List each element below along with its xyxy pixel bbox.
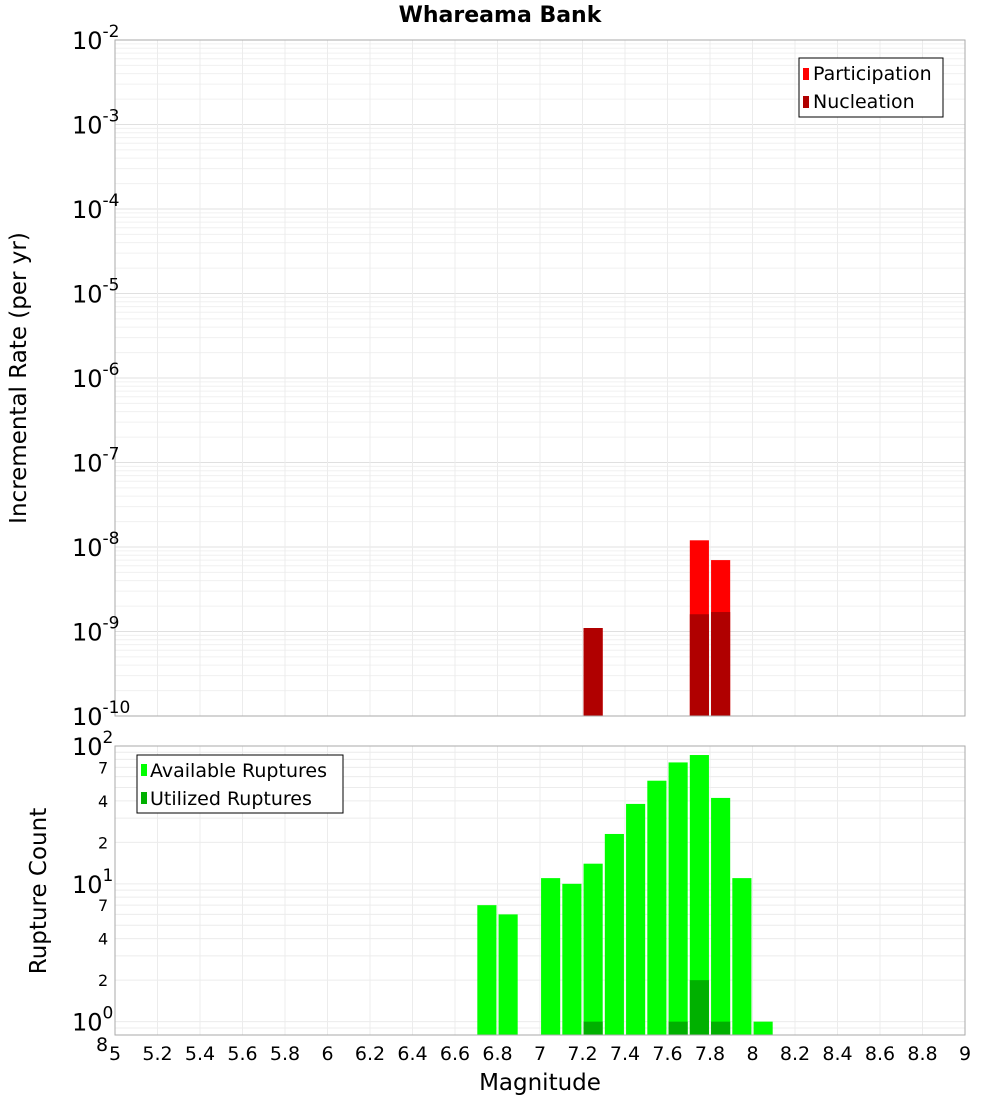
- bottom-y-tick-label: 2: [98, 971, 108, 990]
- x-tick-label: 5.6: [227, 1043, 257, 1065]
- bar-available-ruptures: [604, 833, 624, 1035]
- top-y-tick-label: 10-6: [72, 360, 120, 393]
- bottom-y-axis-label: Rupture Count: [26, 808, 52, 974]
- legend-swatch-utilized: [141, 792, 147, 804]
- top-y-tick-label: 10-5: [72, 276, 120, 309]
- top-y-tick-label: 10-9: [72, 614, 120, 647]
- bar-available-ruptures: [668, 762, 688, 1035]
- bar-available-ruptures: [477, 905, 497, 1035]
- bottom-y-tick-label: 2: [98, 833, 108, 852]
- x-tick-label: 7.8: [695, 1043, 725, 1065]
- bottom-y-tick-label: 100: [72, 1004, 113, 1037]
- bar-available-ruptures: [753, 1021, 773, 1035]
- x-tick-label: 7.4: [610, 1043, 640, 1065]
- x-tick-label: 6.8: [482, 1043, 512, 1065]
- top-bars: [583, 540, 731, 716]
- x-tick-label: 5.4: [185, 1043, 215, 1065]
- top-y-tick-label: 10-8: [72, 529, 120, 562]
- bottom-y-tick-label: 4: [98, 792, 108, 811]
- x-tick-label: 8.6: [865, 1043, 895, 1065]
- bar-available-ruptures: [689, 755, 709, 1035]
- legend-swatch-participation: [803, 68, 809, 80]
- bottom-legend-box: [136, 754, 344, 814]
- chart-title: Whareama Bank: [399, 3, 603, 28]
- bar-available-ruptures: [583, 863, 603, 1035]
- legend-label-available: Available Ruptures: [150, 760, 327, 782]
- bottom-y-tick-label: 102: [72, 728, 113, 761]
- x-axis-label: Magnitude: [479, 1070, 601, 1096]
- bottom-y-tick-label: 4: [98, 930, 108, 949]
- top-panel: 10-2 10-3 10-4 10-5 10-6 10-7 10-8 10-9 10-10 In…: [6, 22, 966, 731]
- bar-available-ruptures: [626, 803, 646, 1035]
- bottom-plot-border: [114, 745, 966, 1036]
- x-tick-label: 9: [959, 1043, 971, 1065]
- top-legend-box: [798, 57, 944, 118]
- x-tick-label: 8.2: [780, 1043, 810, 1065]
- top-y-tick-label: 10-3: [72, 107, 120, 140]
- bar-available-ruptures: [647, 780, 667, 1035]
- x-tick-label: 6: [321, 1043, 333, 1065]
- x-tick-label: 6.4: [397, 1043, 427, 1065]
- x-tick-label: 8.8: [907, 1043, 937, 1065]
- bottom-y-tick-label: 101: [72, 866, 113, 899]
- bar-utilized-ruptures: [689, 980, 709, 1035]
- top-legend: Participation Nucleation: [798, 57, 944, 118]
- x-tick-label: 8.4: [822, 1043, 852, 1065]
- bottom-bars: [477, 755, 773, 1035]
- top-gridlines: [114, 40, 966, 717]
- bar-utilized-ruptures: [583, 1021, 603, 1035]
- x-tick-label: 7.2: [567, 1043, 597, 1065]
- bar-available-ruptures: [498, 914, 518, 1035]
- top-y-tick-label: 10-4: [72, 191, 120, 224]
- bar-nucleation: [711, 612, 731, 716]
- bottom-y-tick-label: 8: [96, 1034, 108, 1056]
- bar-available-ruptures: [732, 878, 752, 1035]
- top-y-tick-label: 10-10: [72, 698, 130, 731]
- top-plot-border: [114, 39, 966, 717]
- top-y-tick-label: 10-2: [72, 22, 120, 55]
- legend-label-nucleation: Nucleation: [813, 91, 915, 113]
- x-tick-label: 5: [109, 1043, 121, 1065]
- bar-utilized-ruptures: [668, 1021, 688, 1035]
- top-y-axis-label: Incremental Rate (per yr): [6, 232, 32, 524]
- x-tick-label: 5.8: [270, 1043, 300, 1065]
- bar-available-ruptures: [711, 797, 731, 1035]
- bar-nucleation: [689, 614, 709, 716]
- bottom-y-tick-label: 7: [98, 758, 108, 777]
- x-tick-labels: 5 5.2 5.4 5.6 5.8 6 6.2 6.4 6.6 6.8 7 7.2 7.4 7.6 7.8 8…: [109, 1043, 971, 1065]
- bottom-legend: Available Ruptures Utilized Ruptures: [136, 754, 344, 814]
- x-tick-label: 7.6: [652, 1043, 682, 1065]
- bottom-y-tick-label: 7: [98, 896, 108, 915]
- legend-swatch-nucleation: [803, 96, 809, 108]
- bar-available-ruptures: [541, 878, 561, 1035]
- x-tick-label: 6.2: [355, 1043, 385, 1065]
- legend-label-participation: Participation: [813, 63, 932, 85]
- top-y-tick-label: 10-7: [72, 445, 120, 478]
- bar-nucleation: [583, 628, 603, 716]
- x-tick-label: 6.6: [440, 1043, 470, 1065]
- legend-label-utilized: Utilized Ruptures: [150, 788, 312, 810]
- bar-available-ruptures: [562, 883, 582, 1035]
- x-tick-label: 5.2: [142, 1043, 172, 1065]
- bar-utilized-ruptures: [711, 1021, 731, 1035]
- x-tick-label: 7: [534, 1043, 546, 1065]
- x-tick-label: 8: [746, 1043, 758, 1065]
- legend-swatch-available: [141, 764, 147, 776]
